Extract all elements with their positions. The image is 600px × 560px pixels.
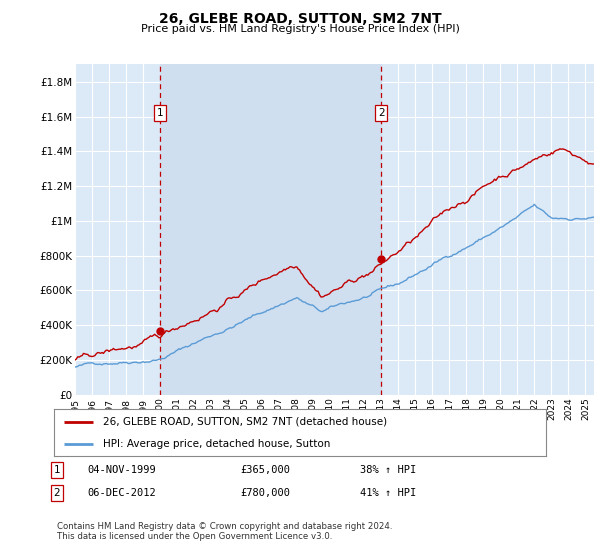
Text: Price paid vs. HM Land Registry's House Price Index (HPI): Price paid vs. HM Land Registry's House … (140, 24, 460, 34)
Text: 1: 1 (157, 108, 163, 118)
Text: 06-DEC-2012: 06-DEC-2012 (87, 488, 156, 498)
Text: 41% ↑ HPI: 41% ↑ HPI (360, 488, 416, 498)
Text: 04-NOV-1999: 04-NOV-1999 (87, 465, 156, 475)
Bar (160, 64, 381, 395)
Text: 2: 2 (53, 488, 61, 498)
Text: £780,000: £780,000 (240, 488, 290, 498)
Text: 1: 1 (53, 465, 61, 475)
Text: 26, GLEBE ROAD, SUTTON, SM2 7NT (detached house): 26, GLEBE ROAD, SUTTON, SM2 7NT (detache… (103, 417, 388, 427)
Text: £365,000: £365,000 (240, 465, 290, 475)
Text: 26, GLEBE ROAD, SUTTON, SM2 7NT: 26, GLEBE ROAD, SUTTON, SM2 7NT (158, 12, 442, 26)
Text: 2: 2 (378, 108, 385, 118)
Text: Contains HM Land Registry data © Crown copyright and database right 2024.
This d: Contains HM Land Registry data © Crown c… (57, 522, 392, 542)
Text: 38% ↑ HPI: 38% ↑ HPI (360, 465, 416, 475)
Text: HPI: Average price, detached house, Sutton: HPI: Average price, detached house, Sutt… (103, 438, 331, 449)
